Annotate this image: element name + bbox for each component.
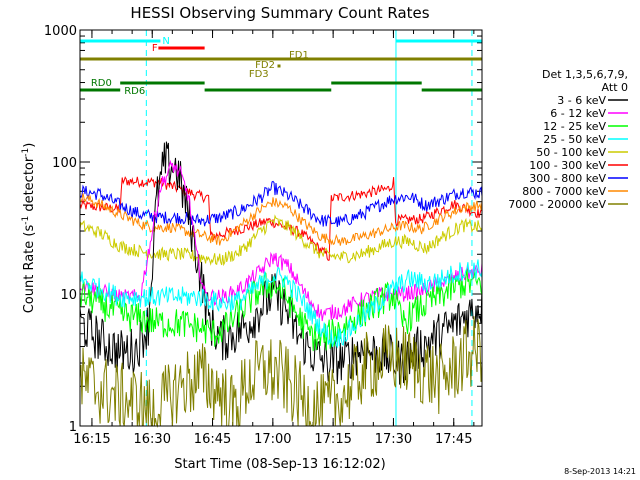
annotation-bar	[204, 88, 332, 92]
legend-entry-label: 800 - 7000 keV	[522, 185, 606, 198]
annotation-label: N	[162, 36, 169, 47]
legend-entry-label: 6 - 12 keV	[550, 107, 606, 120]
annotation-bar	[80, 39, 161, 43]
y-axis-label-main: Count Rate (s	[22, 225, 37, 314]
annotation-label: F	[152, 43, 158, 54]
y-axis-label-tail: detector	[22, 156, 37, 216]
x-tick-label: 17:00	[254, 432, 291, 447]
annotation-label: FD2	[255, 60, 275, 71]
x-tick-label: 16:45	[194, 432, 231, 447]
tick-labels: 16:15 16:30 16:45 17:00 17:15 17:30 17:45 1 10 10…	[44, 24, 473, 447]
series-line	[79, 159, 483, 322]
y-tick-label: 100	[52, 156, 77, 171]
annotation-bar	[80, 88, 121, 92]
footer-stamp: 8-Sep-2013 14:21	[564, 467, 636, 476]
x-axis-label: Start Time (08-Sep-13 16:12:02)	[174, 457, 385, 472]
series-line	[79, 176, 483, 261]
legend-entry-label: 100 - 300 keV	[529, 159, 606, 172]
annotation-label: RD6	[124, 86, 145, 97]
x-tick-label: 16:15	[73, 432, 110, 447]
y-tick-label: 1000	[44, 24, 77, 39]
series-lines	[79, 141, 483, 428]
legend-entry-label: 12 - 25 keV	[543, 120, 606, 133]
legend-entry-label: 3 - 6 keV	[557, 94, 606, 107]
annotation-label: FD1	[289, 50, 309, 61]
series-line	[79, 268, 483, 352]
series-line	[79, 259, 483, 349]
legend-entry-label: 7000 - 20000 keV	[508, 198, 606, 211]
annotation-bar	[395, 39, 482, 43]
annotation-bar	[80, 57, 482, 61]
series-line	[79, 316, 483, 428]
annotation-label: FD3	[249, 69, 269, 80]
annotation-bar	[421, 88, 482, 92]
legend-title: Att 0	[602, 81, 628, 94]
legend-title: Det 1,3,5,6,7,9,	[542, 68, 628, 81]
y-axis-label-end: )	[22, 143, 37, 148]
y-tick-label: 10	[60, 288, 77, 303]
x-tick-label: 16:30	[134, 432, 171, 447]
legend-entry-label: 25 - 50 keV	[543, 133, 606, 146]
chart-title: HESSI Observing Summary Count Rates	[130, 4, 429, 22]
series-line	[79, 193, 483, 246]
annotation-bar	[120, 81, 205, 85]
annotation-label: RD0	[91, 78, 112, 89]
x-tick-label: 17:30	[375, 432, 412, 447]
y-axis-label-exponent-2: -1	[21, 148, 31, 157]
plot-frame	[79, 29, 483, 427]
annotation-bar	[158, 46, 205, 50]
series-line	[79, 214, 483, 267]
annotation-dot	[277, 64, 281, 68]
series-line	[79, 180, 483, 227]
y-tick-label: 1	[69, 420, 77, 435]
annotation-bar	[331, 81, 422, 85]
x-tick-label: 17:15	[314, 432, 351, 447]
y-axis-label-exponent: -1	[21, 216, 31, 225]
x-tick-label: 17:45	[435, 432, 472, 447]
legend-entry-label: 50 - 100 keV	[536, 146, 606, 159]
legend-entry-label: 300 - 800 keV	[529, 172, 606, 185]
y-axis-label: Count Rate (s-1 detector-1)	[21, 143, 37, 314]
